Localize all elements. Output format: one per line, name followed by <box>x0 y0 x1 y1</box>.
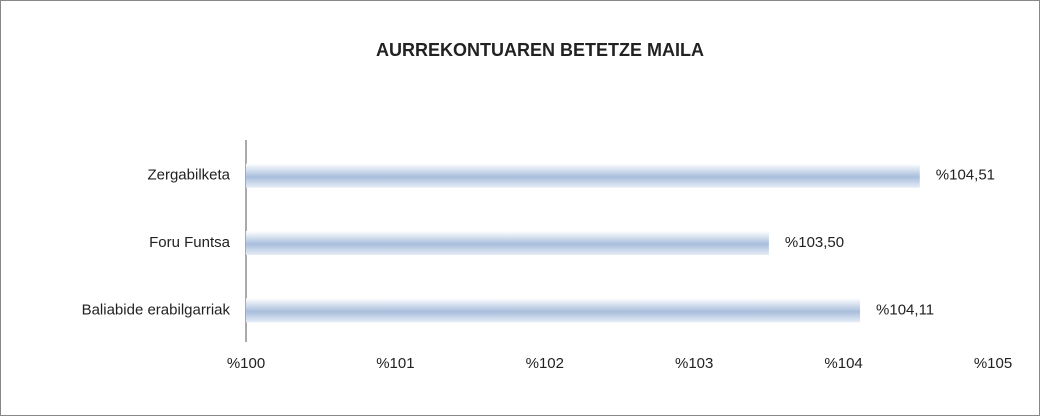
bar <box>246 163 920 188</box>
value-label: %103,50 <box>785 234 844 251</box>
bar <box>246 298 861 323</box>
y-tick-label: Zergabilketa <box>147 167 230 184</box>
y-tick-label: Foru Funtsa <box>149 234 231 251</box>
x-tick-label: %102 <box>526 355 564 372</box>
value-label: %104,51 <box>936 167 995 184</box>
x-tick-label: %103 <box>675 355 713 372</box>
bar <box>246 231 769 255</box>
value-label: %104,11 <box>876 301 934 318</box>
x-tick-label: %100 <box>227 355 265 372</box>
y-tick-label: Baliabide erabilgarriak <box>82 301 231 318</box>
x-tick-label: %105 <box>974 355 1012 372</box>
x-tick-label: %104 <box>824 355 862 372</box>
x-tick-label: %101 <box>376 355 414 372</box>
chart-title: AURREKONTUAREN BETETZE MAILA <box>376 40 704 60</box>
